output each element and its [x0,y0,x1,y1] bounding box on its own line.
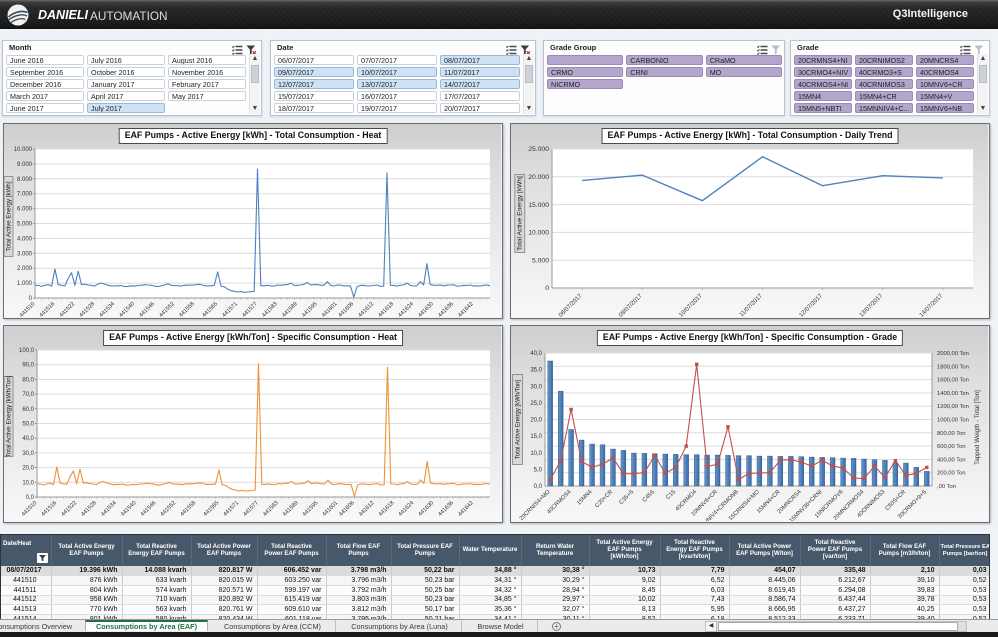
svg-text:60,0: 60,0 [22,407,34,413]
svg-text:15,0: 15,0 [530,434,542,440]
svg-text:10.000: 10.000 [14,147,33,153]
svg-text:25.000: 25.000 [528,146,549,153]
svg-text:5.000: 5.000 [17,222,33,228]
svg-text:10,0: 10,0 [22,480,34,486]
svg-text:1800,00 Ton: 1800,00 Ton [937,364,969,370]
svg-text:400,00 Ton: 400,00 Ton [937,457,966,463]
svg-text:40,0: 40,0 [530,351,542,357]
svg-text:5.000: 5.000 [532,257,549,264]
svg-text:10.000: 10.000 [528,230,549,237]
svg-text:70,0: 70,0 [22,392,34,398]
svg-text:1400,00 Ton: 1400,00 Ton [937,391,969,397]
svg-text:5,0: 5,0 [534,467,543,473]
svg-text:2000,00 Ton: 2000,00 Ton [937,351,969,357]
svg-text:35,0: 35,0 [530,368,542,374]
svg-text:9.000: 9.000 [17,162,33,168]
svg-text:6.000: 6.000 [17,207,33,213]
svg-text:Total Active Energy [kWh]: Total Active Energy [kWh] [517,176,524,251]
svg-text:0,0: 0,0 [534,484,543,490]
svg-text:Total Active Energy [kWh/Ton]: Total Active Energy [kWh/Ton] [515,379,521,459]
svg-text:20,0: 20,0 [22,466,34,472]
svg-text:40,0: 40,0 [22,436,34,442]
svg-text:80,0: 80,0 [22,377,34,383]
svg-text:800,00 Ton: 800,00 Ton [937,431,966,437]
svg-text:Total Active Energy [kWh/Ton]: Total Active Energy [kWh/Ton] [5,375,12,457]
svg-text:1000,00 Ton: 1000,00 Ton [937,418,969,424]
svg-text:Total Active Energy [kWh]: Total Active Energy [kWh] [5,181,12,251]
svg-text:15.000: 15.000 [528,202,549,209]
svg-text:90,0: 90,0 [22,363,34,369]
svg-text:0: 0 [545,285,549,292]
svg-text:30,0: 30,0 [530,384,542,390]
svg-text:7.000: 7.000 [17,192,33,198]
svg-text:10,0: 10,0 [530,451,542,457]
svg-text:30,0: 30,0 [22,451,34,457]
svg-text:20.000: 20.000 [528,174,549,181]
svg-text:1.000: 1.000 [17,281,33,287]
svg-text:,00 Ton: ,00 Ton [937,484,956,490]
svg-text:20,0: 20,0 [530,418,542,424]
svg-text:C15: C15 [665,489,677,501]
svg-text:8.000: 8.000 [17,177,33,183]
svg-text:600,00 Ton: 600,00 Ton [937,444,966,450]
svg-text:100,0: 100,0 [19,348,35,354]
svg-text:3.000: 3.000 [17,251,33,257]
svg-text:25,0: 25,0 [530,401,542,407]
svg-text:Tapped Weigth - Total [Ton]: Tapped Weigth - Total [Ton] [974,390,981,465]
svg-text:2.000: 2.000 [17,266,33,272]
svg-text:0: 0 [29,296,33,302]
svg-text:200,00 Ton: 200,00 Ton [937,471,966,477]
svg-text:1600,00 Ton: 1600,00 Ton [937,378,969,384]
svg-text:4.000: 4.000 [17,236,33,242]
svg-text:0,0: 0,0 [26,495,35,501]
svg-text:1200,00 Ton: 1200,00 Ton [937,404,969,410]
svg-text:50,0: 50,0 [22,422,34,428]
